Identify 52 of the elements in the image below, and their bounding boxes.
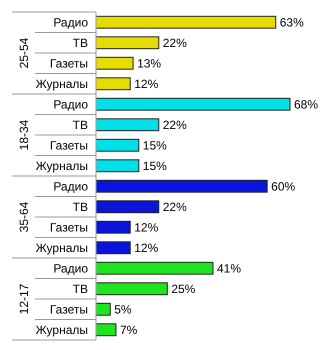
text: 35-64 [17, 201, 32, 232]
y-tick-label: Журналы [36, 158, 88, 173]
bar [96, 16, 276, 29]
data-label: 63% [280, 15, 304, 30]
data-label: 22% [162, 200, 188, 214]
bar [96, 118, 160, 132]
bar [96, 241, 131, 254]
bar [96, 159, 140, 172]
y-tick-label: Радио [53, 15, 88, 30]
data-label: 12% [134, 76, 159, 91]
bar [96, 36, 160, 50]
bar [96, 262, 214, 275]
data-label: 41% [216, 261, 242, 276]
y-tick-label: Газеты [50, 138, 88, 152]
data-label: 7% [120, 322, 138, 337]
y-tick-label: Журналы [36, 240, 88, 255]
y-tick-label: ТВ [72, 118, 88, 132]
text: 18-34 [17, 119, 32, 150]
bar [96, 98, 290, 111]
y-tick-label: Журналы [36, 322, 88, 337]
y-tick-label: Газеты [50, 220, 88, 234]
y-tick-label: ТВ [72, 200, 88, 214]
bar [96, 56, 134, 70]
text: 12-17 [17, 283, 32, 314]
y-tick-label: Радио [53, 261, 88, 276]
data-label: 15% [142, 158, 168, 173]
data-label: 22% [162, 118, 188, 132]
data-label: 25% [171, 282, 196, 296]
data-label: 13% [137, 56, 162, 70]
bar [96, 200, 160, 214]
bar [96, 77, 131, 90]
data-label: 12% [134, 220, 159, 234]
data-label: 12% [134, 240, 159, 255]
data-label: 60% [271, 179, 296, 194]
bar [96, 138, 140, 152]
data-label: 22% [162, 36, 188, 50]
bar [96, 302, 111, 316]
bar [96, 323, 116, 336]
text: 25-54 [17, 37, 32, 68]
y-tick-label: Газеты [50, 302, 88, 316]
y-tick-label: ТВ [72, 282, 88, 296]
y-tick-label: Газеты [50, 56, 88, 70]
data-label: 68% [294, 97, 318, 112]
bar [96, 282, 168, 296]
bar [96, 180, 268, 193]
y-tick-label: ТВ [72, 36, 88, 50]
y-tick-label: Журналы [36, 76, 88, 91]
data-label: 5% [114, 302, 132, 316]
y-tick-label: Радио [53, 97, 88, 112]
data-label: 15% [142, 138, 168, 152]
bar [96, 220, 131, 234]
y-tick-label: Радио [53, 179, 88, 194]
